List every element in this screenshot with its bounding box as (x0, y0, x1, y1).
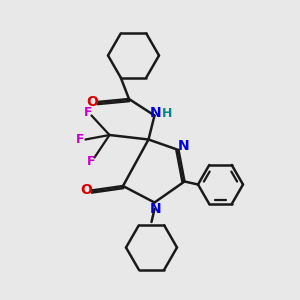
Text: F: F (84, 106, 93, 119)
Text: O: O (86, 95, 98, 109)
Text: N: N (150, 106, 161, 120)
Text: O: O (80, 184, 92, 197)
Text: N: N (150, 202, 162, 216)
Text: F: F (87, 154, 96, 168)
Text: H: H (162, 107, 172, 120)
Text: F: F (76, 133, 84, 146)
Text: N: N (178, 140, 190, 153)
